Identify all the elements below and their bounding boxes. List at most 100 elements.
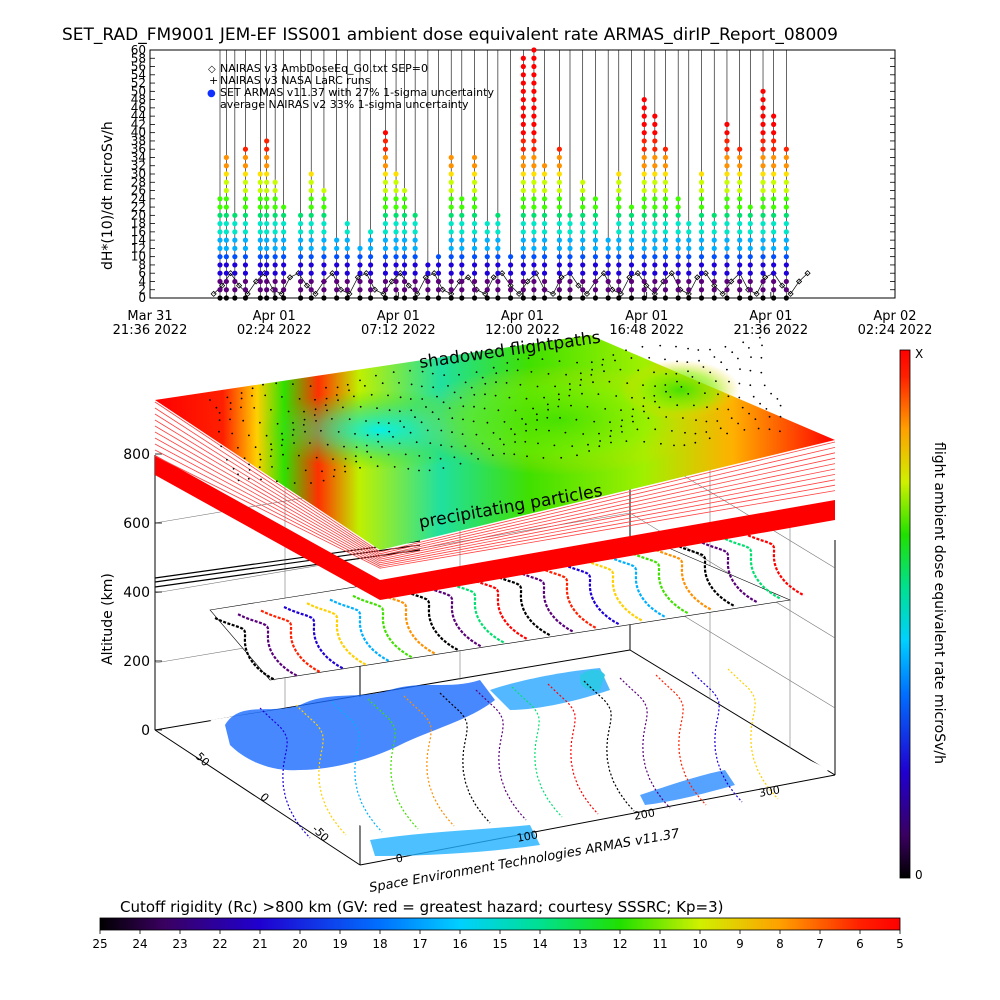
armas-point <box>232 237 238 243</box>
armas-point <box>520 254 526 260</box>
armas-point <box>495 270 501 276</box>
armas-point <box>541 287 548 293</box>
slab-dot <box>619 368 622 371</box>
armas-point <box>724 287 730 293</box>
slab-dot <box>761 344 763 347</box>
armas-point <box>711 254 717 260</box>
armas-point <box>675 278 681 285</box>
slab-dot <box>508 396 511 399</box>
slab-dot <box>242 419 245 422</box>
armas-point <box>592 278 599 285</box>
slab-layer-edge <box>154 407 836 555</box>
slab-dot <box>548 429 550 432</box>
slab-dot <box>421 370 424 373</box>
slab-dot <box>298 398 301 400</box>
slab-dot <box>621 419 623 422</box>
armas-point <box>760 270 766 276</box>
armas-point <box>724 163 730 169</box>
slab-dot <box>293 442 295 444</box>
ground-track <box>583 680 635 812</box>
slab-dot <box>590 374 593 376</box>
ground-track <box>439 692 491 824</box>
armas-point <box>242 245 249 251</box>
armas-point <box>334 287 340 293</box>
armas-point <box>425 287 431 293</box>
slab-dot <box>447 385 449 387</box>
armas-point <box>616 171 622 177</box>
nairas-diamond-point <box>499 270 506 277</box>
armas-point <box>264 295 270 301</box>
armas-point <box>652 113 658 119</box>
armas-point <box>652 270 658 276</box>
armas-point <box>783 163 789 169</box>
y-tick-label: 12 <box>131 241 146 255</box>
slab-dot <box>720 361 723 364</box>
armas-point <box>662 270 669 276</box>
y-tick-label: 24 <box>131 192 146 206</box>
legend-label-armas: SET ARMAS v11.37 with 27% 1-sigma uncert… <box>220 86 494 99</box>
armas-point <box>724 262 730 268</box>
slab-dot <box>418 455 421 457</box>
slab-dot <box>717 393 719 396</box>
armas-point <box>393 187 399 194</box>
armas-point <box>724 254 730 260</box>
slab-dot <box>571 445 574 447</box>
slab-dot <box>453 391 456 394</box>
armas-point <box>308 254 314 260</box>
armas-point <box>556 237 562 243</box>
armas-point <box>459 229 465 235</box>
armas-point <box>281 237 287 243</box>
slab-dot <box>313 414 316 416</box>
nairas-diamond-point <box>685 290 692 297</box>
armas-point <box>747 262 753 268</box>
slab-dot <box>451 431 453 434</box>
armas-point <box>264 270 270 276</box>
slab-dot <box>676 360 678 363</box>
slab-dot <box>439 457 442 460</box>
nairas-diamond-point <box>583 290 591 297</box>
armas-point <box>257 278 263 285</box>
armas-point <box>747 212 753 218</box>
slab-dot <box>344 457 347 460</box>
armas-point <box>641 237 647 243</box>
armas-point <box>484 229 490 235</box>
armas-point <box>556 254 562 260</box>
armas-point <box>298 229 304 235</box>
armas-point <box>382 138 389 144</box>
slab-dot <box>642 384 644 386</box>
slab-dot <box>470 452 473 455</box>
slab-dot <box>459 396 462 399</box>
slab-dot <box>282 453 284 456</box>
armas-point <box>393 196 399 202</box>
colorbar-tick-label: 24 <box>132 937 147 951</box>
armas-point <box>308 278 314 285</box>
armas-point <box>760 287 766 293</box>
armas-point <box>471 221 478 227</box>
armas-point <box>771 204 777 210</box>
armas-point <box>412 278 418 285</box>
armas-point <box>393 179 399 185</box>
slab-dot <box>431 411 434 414</box>
armas-point <box>580 229 586 235</box>
armas-point <box>592 254 599 260</box>
armas-point <box>686 229 692 235</box>
armas-point <box>531 278 537 285</box>
armas-point <box>783 146 789 152</box>
slab-dot <box>292 422 294 424</box>
armas-point <box>412 287 418 293</box>
slab-dot <box>436 395 438 398</box>
armas-point <box>435 270 442 276</box>
armas-point <box>698 221 705 227</box>
armas-point <box>724 187 730 194</box>
slab-dot <box>705 431 708 433</box>
y-tick-label: 56 <box>131 60 146 74</box>
slab-dot <box>530 371 533 373</box>
slab-dot <box>344 470 347 473</box>
perspective-3d-plot: 0 200 400 600 800 Altitude (km) <box>100 328 836 896</box>
armas-point <box>393 278 399 285</box>
armas-point <box>257 262 263 268</box>
armas-point <box>605 254 611 260</box>
armas-point <box>556 196 562 202</box>
slab-dot <box>680 386 683 388</box>
armas-point <box>520 278 526 285</box>
